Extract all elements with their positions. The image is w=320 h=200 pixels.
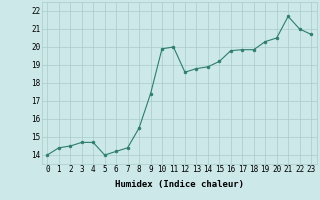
X-axis label: Humidex (Indice chaleur): Humidex (Indice chaleur) (115, 180, 244, 189)
